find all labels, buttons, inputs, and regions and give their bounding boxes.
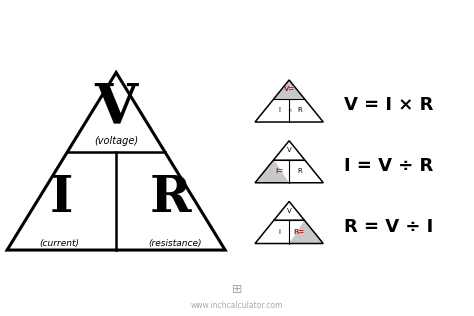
Polygon shape xyxy=(274,80,304,99)
Text: V: V xyxy=(287,208,292,214)
Text: V: V xyxy=(287,147,292,153)
Polygon shape xyxy=(255,141,323,183)
Text: R=: R= xyxy=(294,229,305,235)
Text: I=: I= xyxy=(275,168,284,174)
Text: (resistance): (resistance) xyxy=(149,239,202,248)
Polygon shape xyxy=(255,160,289,183)
Text: R = V ÷ I: R = V ÷ I xyxy=(344,218,433,236)
Polygon shape xyxy=(255,202,323,244)
Text: I = V ÷ R: I = V ÷ R xyxy=(344,157,433,175)
Text: ×: × xyxy=(287,108,292,113)
Text: R: R xyxy=(150,173,191,222)
Text: Ohm's Law Triangle: Ohm's Law Triangle xyxy=(102,17,372,45)
Text: ⊞: ⊞ xyxy=(232,283,242,296)
Polygon shape xyxy=(289,220,323,244)
Text: V = I × R: V = I × R xyxy=(344,96,433,114)
Text: I: I xyxy=(50,173,73,222)
Text: V=: V= xyxy=(283,86,295,92)
Text: www.inchcalculator.com: www.inchcalculator.com xyxy=(191,301,283,310)
Text: (voltage): (voltage) xyxy=(94,137,138,147)
Text: (current): (current) xyxy=(39,239,79,248)
Text: R: R xyxy=(297,168,302,174)
Polygon shape xyxy=(255,80,323,122)
Text: R: R xyxy=(297,107,302,113)
Text: I: I xyxy=(278,107,280,113)
Text: V: V xyxy=(95,80,137,135)
Polygon shape xyxy=(7,72,225,250)
Text: I: I xyxy=(278,229,280,235)
